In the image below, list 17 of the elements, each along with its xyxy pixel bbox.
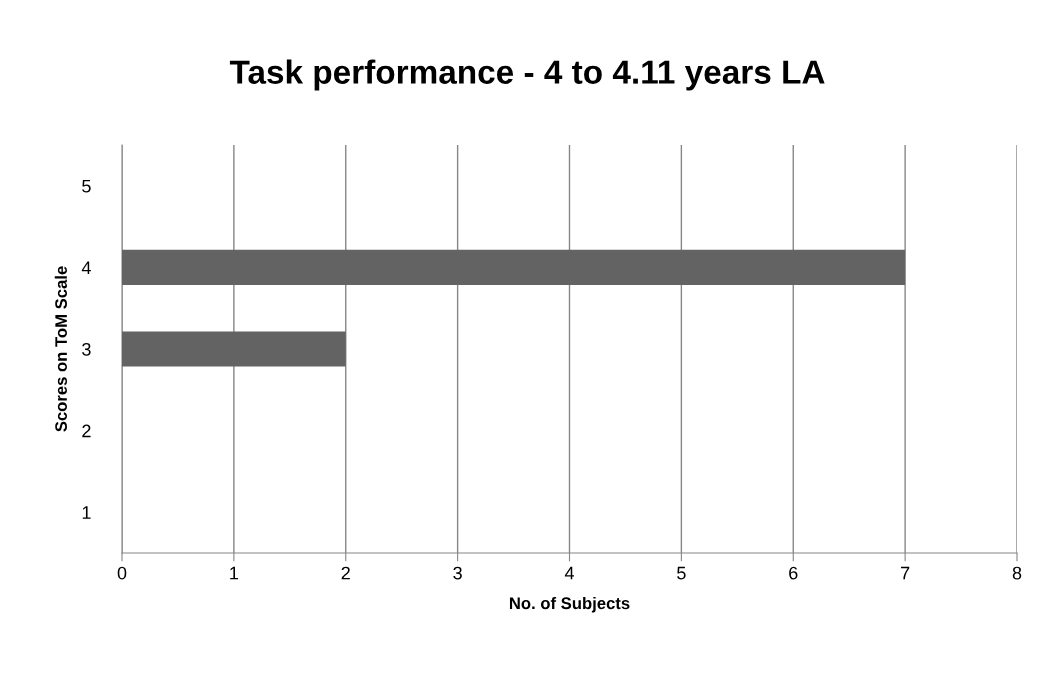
- y-tick-label: 2: [82, 424, 91, 438]
- x-tick-label: 6: [789, 566, 798, 580]
- x-axis-title: No. of Subjects: [509, 596, 630, 613]
- x-tick-label: 7: [901, 566, 910, 580]
- chart-title: Task performance - 4 to 4.11 years LA: [229, 59, 825, 91]
- y-tick-label: 4: [81, 261, 91, 274]
- y-tick-label: 1: [82, 506, 91, 519]
- x-tick-label: 1: [230, 566, 239, 580]
- x-tick-label: 5: [677, 566, 686, 580]
- y-axis-title: Scores on ToM Scale: [54, 266, 67, 432]
- y-tick-label: 3: [82, 342, 91, 356]
- x-tick-label: 4: [564, 566, 574, 580]
- x-tick-label: 8: [1012, 566, 1022, 580]
- x-tick-label: 0: [117, 566, 127, 580]
- y-tick-label: 5: [82, 179, 91, 193]
- x-tick-label: 3: [453, 566, 462, 580]
- x-tick-label: 2: [341, 566, 350, 580]
